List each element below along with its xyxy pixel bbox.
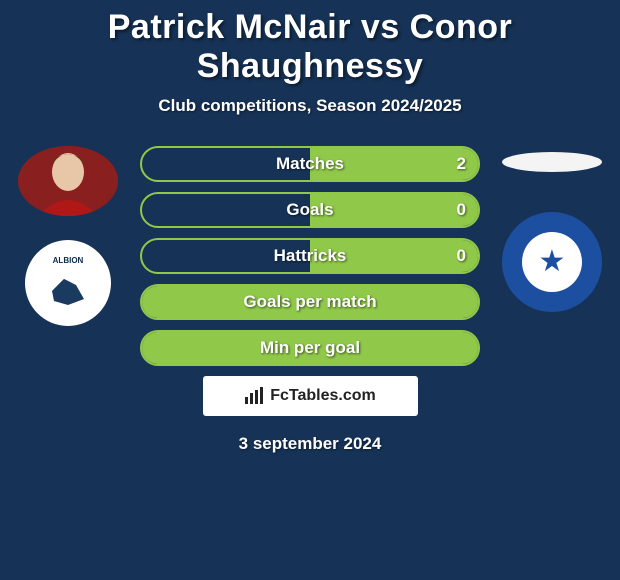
left-player-photo <box>18 146 118 216</box>
stat-label: Goals <box>142 194 478 226</box>
chart-icon <box>244 387 264 405</box>
branding-badge: FcTables.com <box>203 376 418 416</box>
stat-label: Hattricks <box>142 240 478 272</box>
stat-label: Goals per match <box>142 286 478 318</box>
stat-row: Goals per match <box>140 284 480 320</box>
stat-row: 0Hattricks <box>140 238 480 274</box>
branding-text: FcTables.com <box>270 387 376 405</box>
star-icon: ★ <box>539 247 566 277</box>
stat-label: Min per goal <box>142 332 478 364</box>
page-title: Patrick McNair vs Conor Shaughnessy <box>0 0 620 86</box>
stats-list: 2Matches 0Goals 0Hattricks Goals per match M… <box>140 146 480 366</box>
stat-row: 0Goals <box>140 192 480 228</box>
stat-label: Matches <box>142 148 478 180</box>
stat-row: 2Matches <box>140 146 480 182</box>
left-club-crest <box>25 240 111 326</box>
left-player-column <box>8 146 128 326</box>
page-subtitle: Club competitions, Season 2024/2025 <box>0 96 620 116</box>
date-text: 3 september 2024 <box>0 434 620 454</box>
comparison-stage: ★ 2Matches 0Goals 0Hattricks Goals per matc… <box>0 146 620 366</box>
right-club-crest: ★ <box>502 212 602 312</box>
right-player-photo <box>502 152 602 172</box>
stat-row: Min per goal <box>140 330 480 366</box>
right-player-column: ★ <box>492 146 612 312</box>
